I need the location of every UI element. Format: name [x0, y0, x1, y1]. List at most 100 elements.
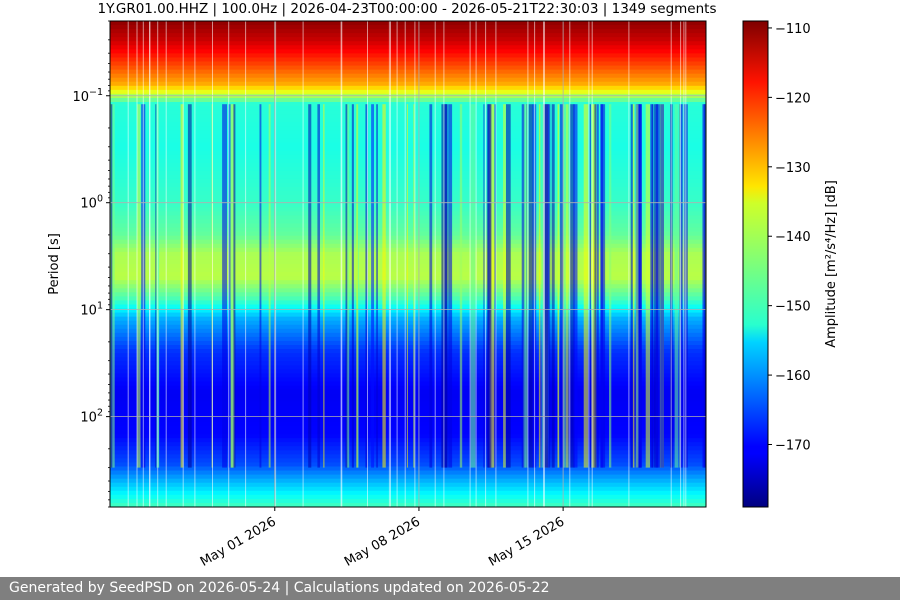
data-gap-line — [302, 21, 304, 507]
data-gap-line — [367, 21, 368, 507]
heatmap-streak — [638, 104, 642, 468]
x-axis: May 01 2026 May 08 2026 May 15 2026 — [198, 507, 567, 570]
data-gap-line — [390, 21, 391, 507]
heatmap-streak — [589, 104, 591, 468]
heatmap-band — [110, 25, 706, 30]
data-gap-line — [396, 21, 398, 507]
heatmap-band — [110, 478, 706, 484]
heatmap-streak — [573, 104, 578, 468]
colorbar: −110 −120 −130 −140 −150 −160 −170 Amplitude [… — [742, 20, 839, 508]
heatmap-streak — [323, 104, 325, 468]
heatmap-band — [110, 486, 706, 492]
footer-text: Generated by SeedPSD on 2026-05-24 | Cal… — [9, 580, 550, 596]
heatmap-band — [110, 33, 706, 38]
heatmap-band — [110, 502, 706, 507]
heatmap-streak — [228, 104, 231, 468]
data-gap-line — [527, 21, 529, 507]
heatmap-band — [110, 45, 706, 50]
heatmap-streaks — [110, 21, 706, 507]
heatmap-band — [110, 89, 706, 95]
heatmap-streak — [230, 104, 235, 468]
data-gap-line — [434, 21, 436, 507]
data-gap-line — [212, 21, 213, 507]
heatmap-streak — [632, 104, 635, 468]
heatmap-streak — [155, 104, 157, 468]
y-tick-label: 100 — [80, 194, 103, 212]
heatmap-band — [110, 77, 706, 83]
heatmap-streak — [650, 104, 654, 468]
heatmap-streak — [137, 104, 141, 468]
colorbar-fill — [742, 20, 769, 508]
heatmap-streak — [413, 104, 415, 468]
heatmap-streak — [429, 104, 433, 468]
heatmap-streak — [157, 104, 160, 468]
data-gap-line — [628, 21, 630, 507]
heatmap-streak — [674, 104, 679, 468]
heatmap-band — [110, 494, 706, 500]
heatmap-streak — [563, 104, 566, 468]
data-gap-line — [495, 21, 497, 507]
heatmap-streak — [679, 104, 681, 468]
data-gap-line — [543, 21, 544, 507]
heatmap-streak — [351, 104, 354, 468]
data-gap-line — [443, 21, 445, 507]
data-gap-line — [340, 21, 342, 507]
heatmap-band — [110, 29, 706, 34]
heatmap-band — [110, 53, 706, 59]
heatmap-streak — [557, 104, 560, 468]
colorbar-ticks: −110 −120 −130 −140 −150 −160 −170 — [768, 22, 811, 454]
heatmap-streak — [233, 104, 236, 468]
heatmap-streak — [645, 104, 650, 468]
x-tick-label: May 01 2026 — [198, 514, 279, 569]
colorbar-tick-label: −130 — [775, 161, 811, 176]
psd-figure: 1Y.GR01.00.HHZ | 100.0Hz | 2026-04-23T00… — [47, 1, 839, 570]
heatmap-streak — [448, 104, 453, 468]
data-gap-line — [165, 21, 167, 507]
heatmap-streak — [551, 104, 555, 468]
heatmap-band — [110, 466, 706, 472]
heatmap-streak — [569, 104, 575, 468]
heatmap-band — [110, 41, 706, 46]
data-gap-line — [228, 21, 230, 507]
heatmap-streak — [538, 104, 541, 468]
heatmap-streak — [356, 104, 358, 468]
heatmap-streak — [371, 104, 374, 468]
data-gap-line — [685, 21, 687, 507]
heatmap-streak — [543, 104, 548, 468]
data-gap-line — [469, 21, 471, 507]
data-gap-line — [388, 21, 390, 507]
heatmap-streak — [222, 104, 227, 468]
heatmap-streak — [702, 104, 706, 468]
plot-frame — [109, 20, 707, 508]
heatmap-streak — [259, 104, 262, 468]
heatmap-streak — [441, 104, 445, 468]
data-gap-line — [142, 21, 144, 507]
heatmap-streak — [503, 104, 506, 468]
y-tick-label: 10−1 — [72, 87, 103, 105]
data-gap-line — [414, 21, 416, 507]
data-gap-line — [275, 21, 277, 507]
data-gap-line — [194, 21, 196, 507]
heatmap-streak — [187, 104, 192, 468]
data-gap-line — [245, 21, 247, 507]
heatmap-streak — [444, 104, 448, 468]
heatmap-band — [110, 85, 706, 91]
data-gap-line — [182, 21, 184, 507]
data-gap-line — [136, 21, 138, 507]
data-gap-line — [683, 21, 685, 507]
colorbar-tick-label: −110 — [775, 22, 811, 37]
heatmap-band — [110, 21, 706, 26]
heatmap-streak — [110, 104, 113, 468]
colorbar-tick-label: −170 — [775, 439, 811, 454]
heatmap-streak — [489, 104, 495, 468]
colorbar-tick-label: −140 — [775, 230, 811, 245]
heatmap-streak — [635, 104, 639, 468]
colorbar-tick-label: −150 — [775, 300, 811, 315]
heatmap-band — [110, 81, 706, 87]
heatmap-streak — [317, 104, 320, 468]
data-gap-line — [569, 21, 571, 507]
heatmap-band — [110, 498, 706, 504]
heatmap-streak — [565, 104, 569, 468]
data-gap-line — [157, 21, 159, 507]
y-axis-label: Period [s] — [47, 233, 62, 295]
